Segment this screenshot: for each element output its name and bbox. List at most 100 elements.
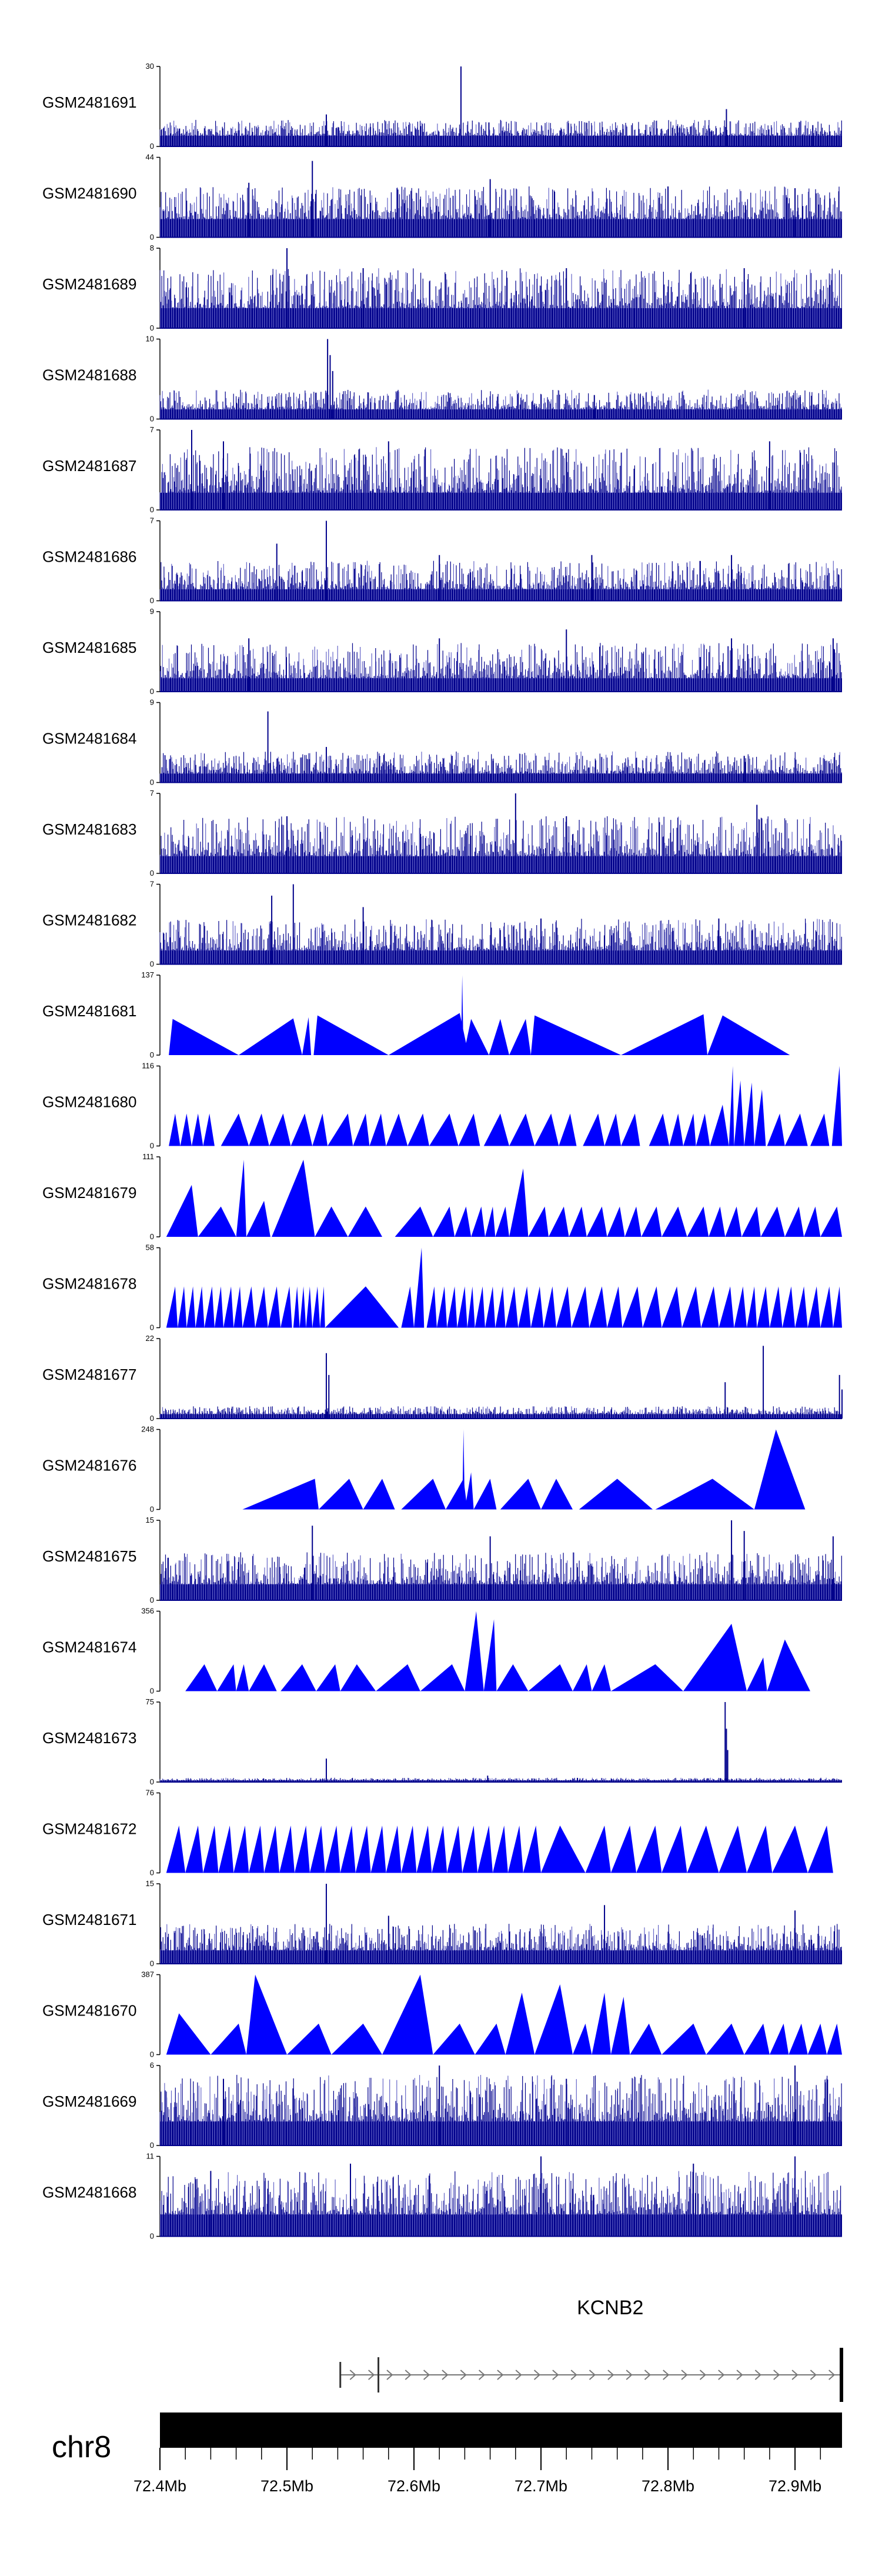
track-GSM2481691: GSM2481691 30 0 [42,62,842,151]
coverage-triangle [624,1206,642,1237]
coverage-triangle [420,1664,465,1691]
coverage-triangle [744,2023,770,2055]
coverage-triangle [309,1826,325,1873]
y-max-label: 7 [150,425,154,434]
y-max-label: 9 [150,607,154,616]
track-label: GSM2481680 [42,1093,136,1111]
coverage-triangle [401,1286,414,1328]
coverage-triangle [302,1017,312,1055]
coverage-triangle [807,1826,833,1873]
y-min-label: 0 [150,415,154,423]
track-GSM2481682: GSM2481682 7 0 [42,880,842,969]
coverage-triangle [734,1080,744,1146]
track-GSM2481676: GSM2481676 248 0 [42,1425,806,1514]
track-GSM2481677: GSM2481677 22 0 [42,1334,843,1423]
coverage-triangle [401,1826,417,1873]
coverage-triangle [432,1826,447,1873]
track-GSM2481679: GSM2481679 111 0 [42,1152,842,1241]
coverage-triangle [630,2023,662,2055]
coverage-triangle [509,1019,531,1055]
coverage-triangle [782,1286,796,1328]
track-GSM2481683: GSM2481683 7 0 [42,789,842,877]
track-GSM2481678: GSM2481678 58 0 [42,1243,842,1332]
coverage-triangle [483,1113,509,1146]
coverage-triangle [236,1664,249,1691]
coverage-triangle [242,1286,255,1328]
coverage-triangle [290,1113,313,1146]
coverage-triangle [192,1113,203,1146]
coverage-triangle [784,1113,808,1146]
signal-bars [160,643,842,692]
y-min-label: 0 [150,1868,154,1877]
y-max-label: 76 [146,1788,154,1797]
track-label: GSM2481670 [42,2002,136,2020]
coverage-triangle [429,1113,459,1146]
coverage-triangle [607,1286,623,1328]
coverage-triangle [198,1206,236,1237]
coverage-triangle [185,1826,203,1873]
coverage-triangle [268,1286,281,1328]
coverage-triangle [662,1286,682,1328]
coverage-triangle [319,1479,363,1510]
signal-bars-light [159,447,841,510]
coverage-triangle [465,1472,474,1510]
coverage-triangle [370,1826,386,1873]
coverage-triangle [473,1479,497,1510]
track-GSM2481673: GSM2481673 75 0 [42,1697,842,1786]
signal-bars [160,919,842,965]
coverage-triangle [804,1206,821,1237]
y-min-label: 0 [150,596,154,605]
y-max-label: 7 [150,516,154,525]
coverage-triangle [475,2023,506,2055]
coverage-triangle [483,1619,497,1691]
coverage-triangle [306,1286,313,1328]
coverage-triangle [485,1286,496,1328]
coverage-triangle [610,1826,637,1873]
coverage-triangle [534,1984,573,2055]
coverage-triangle [485,1206,496,1237]
coverage-triangle [376,1664,420,1691]
coverage-triangle [810,1113,830,1146]
track-GSM2481670: GSM2481670 387 0 [42,1970,842,2059]
coverage-triangle [465,1611,484,1691]
track-label: GSM2481672 [42,1820,136,1838]
coverage-triangle [264,1826,280,1873]
signal-baseline-band [160,1414,842,1419]
coverage-triangle [249,1664,277,1691]
y-min-label: 0 [150,1323,154,1332]
coverage-triangle [462,1429,465,1510]
coverage-triangle [820,1286,833,1328]
signal-bars [161,1552,842,1600]
coverage-triangle [505,1993,535,2055]
signal-bars-light [160,2171,840,2237]
coverage-triangle [559,1113,577,1146]
track-label: GSM2481677 [42,1366,136,1383]
track-GSM2481684: GSM2481684 9 0 [42,698,842,787]
y-min-label: 0 [150,505,154,514]
coverage-triangle [169,1113,181,1146]
signal-bars-light [159,2075,840,2145]
coverage-triangle [641,1206,662,1237]
coverage-triangle [549,1206,569,1237]
coverage-triangle [747,1657,767,1691]
y-max-label: 137 [141,970,154,979]
track-label: GSM2481671 [42,1911,136,1928]
coverage-triangle [185,1664,218,1691]
coverage-triangle [433,2023,475,2055]
coverage-triangle [446,1479,467,1510]
coverage-triangle [496,1664,529,1691]
signal-bars [161,2074,842,2145]
signal-bars [160,268,842,328]
track-label: GSM2481683 [42,820,136,838]
signal-bars-light [159,919,841,965]
coverage-triangle [166,2013,211,2055]
coverage-triangle [203,1113,215,1146]
chromosome-track: chr8 72.4Mb 72.5Mb 72.6Mb 72.7Mb 72.8Mb 72.9Mb [52,2413,842,2495]
coverage-triangle [166,1184,198,1237]
y-min-label: 0 [150,1050,154,1059]
coverage-triangle [426,1286,437,1328]
coverage-triangle [369,1113,386,1146]
coverage-triangle [769,1286,783,1328]
coverage-triangle [475,1286,485,1328]
